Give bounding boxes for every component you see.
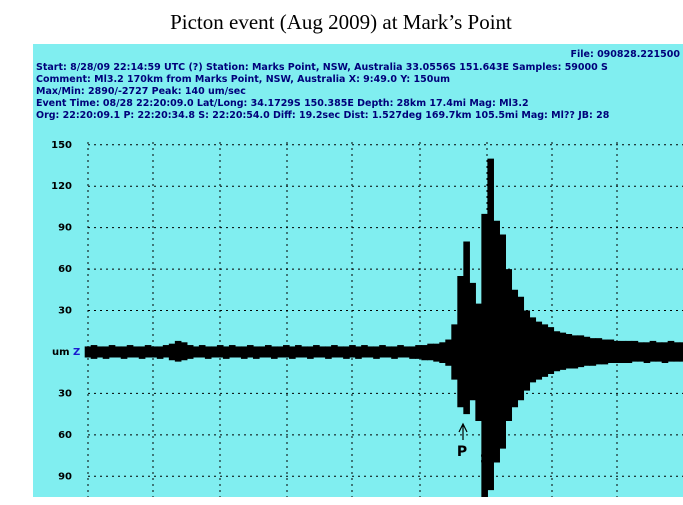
pick-label: S [480,451,490,467]
plot-group: File: 090828.221500 Start: 8/28/09 22:14… [36,49,683,497]
y-tick-label: 30 [58,388,72,399]
y-tick-label: 60 [58,430,72,441]
channel-label: Z [73,347,80,358]
header-line: Start: 8/28/09 22:14:59 UTC (?) Station:… [36,62,608,73]
y-tick-label: 90 [58,471,72,482]
y-tick-label: um [52,347,70,358]
plot-panel [33,44,683,497]
header-line: Org: 22:20:09.1 P: 22:20:34.8 S: 22:20:5… [36,110,610,121]
y-tick-label: 60 [58,264,72,275]
y-tick-label: 120 [51,181,72,192]
y-tick-label: 30 [58,306,72,317]
y-tick-label: 150 [51,140,72,151]
pick-arrow [458,422,468,440]
chart-title: Picton event (Aug 2009) at Mark’s Point [170,10,512,34]
y-tick-label: 90 [58,223,72,234]
pick-arrow [481,429,491,447]
header-line: Max/Min: 2890/-2727 Peak: 140 um/sec [36,86,246,97]
header-line: Comment: Ml3.2 170km from Marks Point, N… [36,74,450,85]
pick-label: P [457,444,467,460]
file-name: File: 090828.221500 [571,49,681,60]
header-line: Event Time: 08/28 22:20:09.0 Lat/Long: 3… [36,98,529,109]
